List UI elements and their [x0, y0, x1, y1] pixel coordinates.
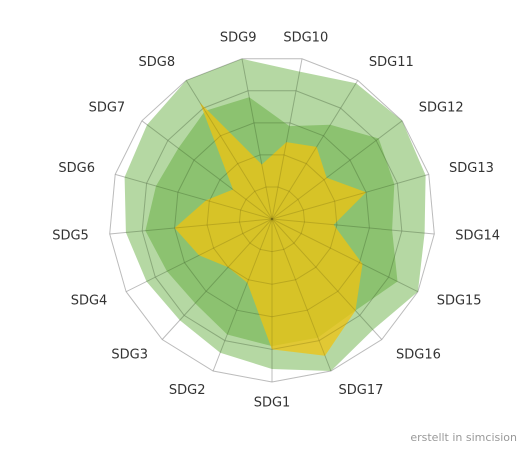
- watermark: erstellt in simcision: [410, 431, 517, 444]
- axis-label-sdg4: SDG4: [71, 294, 108, 309]
- overlay-ring: [141, 90, 403, 350]
- axis-label-sdg7: SDG7: [89, 101, 126, 116]
- overlay-spoke: [271, 58, 303, 220]
- overlay-ring: [238, 186, 306, 253]
- overlay-spoke: [271, 120, 403, 220]
- overlay-spoke: [271, 218, 435, 235]
- series-area-3: [174, 102, 367, 356]
- overlay-spoke: [212, 218, 273, 372]
- axis-label-sdg11: SDG11: [369, 55, 414, 70]
- overlay-ring: [174, 122, 370, 318]
- overlay-spoke: [161, 218, 273, 340]
- axis-label-sdg1: SDG1: [254, 396, 291, 411]
- radar-spokes-overlay: [109, 58, 435, 383]
- overlay-ring: [109, 58, 435, 383]
- overlay-spoke: [141, 120, 273, 220]
- axis-label-sdg17: SDG17: [339, 383, 384, 398]
- axis-label-sdg8: SDG8: [138, 55, 175, 70]
- axis-label-sdg12: SDG12: [419, 101, 464, 116]
- axis-label-sdg16: SDG16: [396, 348, 441, 363]
- axis-label-sdg13: SDG13: [449, 161, 494, 176]
- overlay-spoke: [109, 218, 273, 235]
- overlay-spoke: [271, 218, 332, 372]
- grid-ring: [141, 90, 403, 350]
- axis-label-sdg14: SDG14: [455, 229, 500, 244]
- overlay-spoke: [271, 173, 429, 220]
- overlay-spoke: [185, 80, 273, 220]
- axis-label-sdg15: SDG15: [437, 294, 482, 309]
- axis-label-sdg2: SDG2: [169, 383, 206, 398]
- axis-label-sdg10: SDG10: [283, 31, 328, 46]
- overlay-spoke: [271, 218, 383, 340]
- axis-label-sdg6: SDG6: [58, 161, 95, 176]
- overlay-spoke: [241, 58, 273, 220]
- overlay-spoke: [271, 80, 359, 220]
- overlay-ring: [206, 154, 338, 285]
- axis-label-sdg3: SDG3: [111, 348, 148, 363]
- overlay-spoke: [115, 173, 273, 220]
- axis-label-sdg9: SDG9: [220, 31, 257, 46]
- overlay-spoke: [125, 218, 273, 293]
- axis-label-sdg5: SDG5: [52, 229, 89, 244]
- overlay-spoke: [271, 218, 419, 293]
- grid-ring: [109, 58, 435, 383]
